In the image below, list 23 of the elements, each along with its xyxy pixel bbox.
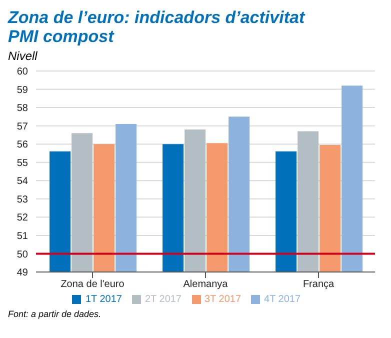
chart-subtitle: PMI compost bbox=[8, 27, 116, 46]
y-tick-label: 57 bbox=[16, 121, 28, 132]
legend-label: 1T 2017 bbox=[85, 294, 122, 305]
y-tick-label: 54 bbox=[16, 176, 28, 188]
y-tick-label: 59 bbox=[16, 84, 28, 96]
legend-label: 2T 2017 bbox=[144, 294, 182, 305]
y-tick-label: 50 bbox=[16, 249, 28, 260]
legend-label: 3T 2017 bbox=[204, 294, 242, 305]
y-tick-label: 55 bbox=[16, 158, 28, 169]
y-tick-label: 52 bbox=[16, 212, 28, 224]
y-axis-title: Nivell bbox=[8, 49, 38, 63]
y-tick-label: 56 bbox=[16, 140, 28, 151]
y-tick-label: 60 bbox=[16, 66, 28, 78]
x-tick-label: França bbox=[302, 279, 334, 290]
y-tick-label: 58 bbox=[16, 103, 28, 114]
chart-title: Zona de l’euro: indicadors d’activitat bbox=[8, 8, 306, 27]
x-tick-label: Zona de l'euro bbox=[60, 279, 125, 290]
y-tick-label: 49 bbox=[16, 268, 28, 279]
legend-label: 4T 2017 bbox=[264, 294, 301, 305]
x-tick-label: Alemanya bbox=[183, 279, 228, 290]
y-tick-label: 51 bbox=[16, 231, 28, 242]
text: Font: a partir de dades. bbox=[8, 309, 102, 319]
y-tick-label: 53 bbox=[16, 194, 28, 206]
